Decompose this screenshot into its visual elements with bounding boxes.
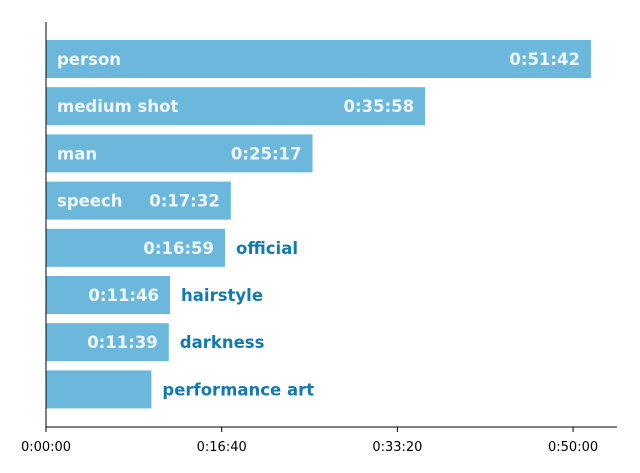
- bar-medium-shot: [46, 87, 426, 126]
- category-label-medium-shot: medium shot: [57, 97, 178, 116]
- category-label-darkness: darkness: [180, 333, 265, 352]
- value-label-man: 0:25:17: [231, 144, 302, 163]
- value-label-official: 0:16:59: [143, 239, 214, 258]
- bar-darkness: [46, 323, 169, 362]
- x-ticks-group: 0:00:00 0:16:40 0:33:20 0:50:00: [21, 427, 598, 455]
- category-label-official: official: [236, 239, 298, 258]
- bar-person: [46, 40, 591, 78]
- x-tick-label-1: 0:16:40: [197, 440, 247, 455]
- value-label-darkness: 0:11:39: [87, 333, 158, 352]
- category-label-performance-art: performance art: [162, 380, 314, 399]
- category-label-hairstyle: hairstyle: [181, 286, 263, 305]
- bar-performance-art: [46, 370, 152, 409]
- bars-group: [46, 40, 591, 409]
- x-tick-label-2: 0:33:20: [372, 440, 422, 455]
- x-tick-label-0: 0:00:00: [21, 440, 71, 455]
- value-label-speech: 0:17:32: [149, 192, 220, 211]
- category-label-person: person: [57, 50, 121, 69]
- bar-man: [46, 134, 313, 173]
- value-label-hairstyle: 0:11:46: [88, 286, 159, 305]
- bar-speech: [46, 181, 231, 220]
- bar-hairstyle: [46, 276, 171, 314]
- x-tick-label-3: 0:50:00: [548, 440, 598, 455]
- axes-group: [45, 22, 617, 428]
- value-label-person: 0:51:42: [509, 50, 580, 69]
- category-label-man: man: [57, 144, 97, 163]
- value-label-medium-shot: 0:35:58: [344, 97, 415, 116]
- labels-group: person 0:51:42 medium shot 0:35:58 man 0:25:1…: [57, 50, 580, 399]
- category-label-speech: speech: [57, 192, 123, 211]
- bar-official: [46, 228, 226, 267]
